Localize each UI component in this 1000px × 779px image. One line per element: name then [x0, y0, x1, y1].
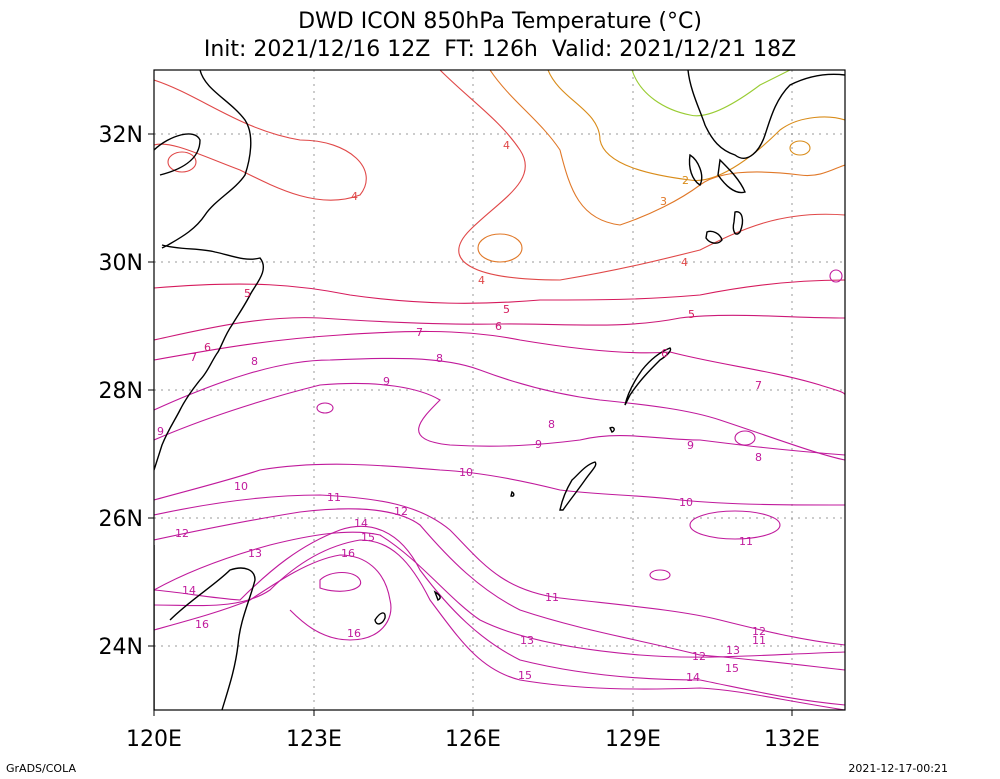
contour-label: 10 [459, 466, 473, 479]
y-axis-labels: 24N 26N 28N 30N 32N [99, 123, 143, 660]
contour-labels: 2 3 4 4 4 4 5 5 5 6 6 6 7 7 7 8 8 8 8 9 … [157, 139, 766, 684]
contour-4a [154, 79, 367, 201]
contour-small-1 [167, 151, 197, 173]
contour-small-6 [649, 569, 671, 581]
y-tick-label: 28N [99, 379, 143, 404]
contour-label: 12 [394, 505, 408, 518]
contour-label: 2 [682, 174, 689, 187]
contour-10 [154, 463, 845, 506]
contour-label: 9 [687, 439, 694, 452]
contour-label: 13 [248, 547, 262, 560]
contour-6 [154, 314, 845, 341]
contour-4b [439, 70, 845, 281]
coastlines [154, 70, 845, 710]
contour-label: 9 [157, 425, 164, 438]
title-line-2: Init: 2021/12/16 12Z FT: 126h Valid: 202… [203, 37, 797, 62]
x-tick-label: 132E [764, 727, 820, 752]
contour-15 [154, 539, 845, 710]
x-axis-labels: 120E 123E 126E 129E 132E [126, 727, 820, 752]
map-title: DWD ICON 850hPa Temperature (°C) Init: 2… [0, 8, 1000, 64]
x-tick-label: 120E [126, 727, 182, 752]
contour-label: 16 [341, 547, 355, 560]
contour-label: 4 [681, 256, 688, 269]
contour-label: 8 [548, 418, 555, 431]
contour-small-4 [689, 510, 781, 540]
y-tick-label: 24N [99, 635, 143, 660]
contour-label: 11 [545, 591, 559, 604]
contour-label: 4 [351, 190, 358, 203]
contour-label: 7 [190, 351, 197, 364]
contour-small-3 [734, 430, 756, 446]
contour-label: 6 [204, 341, 211, 354]
contour-label: 8 [251, 355, 258, 368]
contour-label: 15 [725, 662, 739, 675]
contour-label: 16 [347, 627, 361, 640]
contour-label: 15 [361, 531, 375, 544]
contour-label: 16 [195, 618, 209, 631]
contour-2 [547, 70, 845, 181]
contour-label: 3 [660, 195, 667, 208]
footer-credit: GrADS/COLA [6, 762, 76, 775]
grid-lines [154, 70, 845, 710]
contour-label: 4 [478, 274, 485, 287]
contour-label: 11 [327, 491, 341, 504]
contour-small-2 [477, 233, 523, 263]
y-tick-label: 26N [99, 507, 143, 532]
contour-label: 6 [661, 347, 668, 360]
contour-label: 8 [436, 352, 443, 365]
contour-5 [154, 279, 845, 304]
contour-label: 9 [535, 438, 542, 451]
contour-label: 12 [175, 527, 189, 540]
contour-small-5 [316, 402, 334, 414]
contour-label: 12 [752, 625, 766, 638]
contour-label: 6 [495, 320, 502, 333]
footer-timestamp: 2021-12-17-00:21 [848, 762, 948, 775]
contour-label: 7 [416, 326, 423, 339]
contour-13 [154, 531, 845, 658]
contour-11 [154, 494, 845, 646]
contour-label: 14 [182, 584, 196, 597]
title-line-1: DWD ICON 850hPa Temperature (°C) [298, 9, 702, 34]
contour-label: 15 [518, 669, 532, 682]
contour-label: 11 [752, 634, 766, 647]
contour-label: 5 [503, 303, 510, 316]
contour-label: 4 [503, 139, 510, 152]
contour-small-8 [829, 269, 843, 283]
contour-3 [489, 70, 845, 226]
contour-9 [154, 382, 845, 456]
contour-label: 7 [755, 379, 762, 392]
contour-label: 12 [692, 650, 706, 663]
contour-8 [154, 357, 845, 461]
contour-label: 14 [354, 517, 368, 530]
plot-frame [153, 69, 846, 711]
x-tick-label: 129E [605, 727, 661, 752]
x-tick-label: 123E [286, 727, 342, 752]
contour-label: 5 [244, 287, 251, 300]
contour-label: 13 [726, 644, 740, 657]
contour-7 [154, 330, 845, 396]
tick-marks [148, 133, 793, 716]
contour-1 [631, 70, 791, 117]
contour-12 [154, 508, 845, 671]
contour-label: 10 [234, 480, 248, 493]
contour-label: 11 [739, 535, 753, 548]
contour-14 [154, 525, 845, 706]
contour-label: 8 [755, 451, 762, 464]
contour-label: 14 [686, 671, 700, 684]
y-tick-label: 30N [99, 251, 143, 276]
contour-label: 10 [679, 496, 693, 509]
contour-label: 5 [688, 308, 695, 321]
contour-small-7 [789, 140, 811, 156]
contour-16 [154, 554, 392, 641]
contour-label: 9 [383, 375, 390, 388]
y-tick-label: 32N [99, 123, 143, 148]
contour-label: 13 [520, 634, 534, 647]
x-tick-label: 126E [445, 727, 501, 752]
